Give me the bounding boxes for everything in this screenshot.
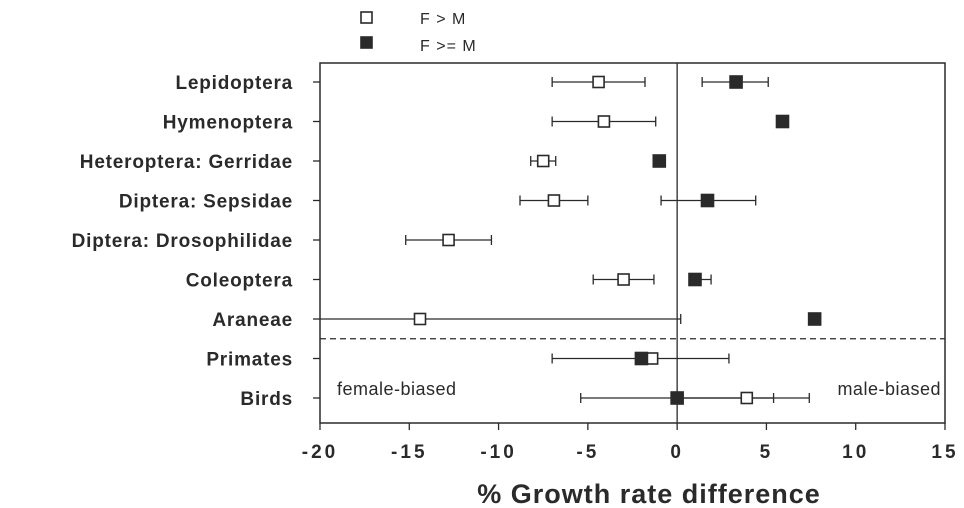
x-ticks (319, 423, 946, 430)
x-tick-label: -5 (576, 442, 599, 463)
point-marker-filled (775, 114, 790, 129)
point-marker-filled (729, 75, 743, 89)
annotation-male-biased: male-biased (837, 379, 941, 399)
legend: F > M F >= M (360, 11, 477, 55)
category-label: Araneae (212, 310, 293, 331)
category-label: Hymenoptera (163, 113, 293, 134)
point-marker-open (645, 352, 659, 365)
markers (413, 75, 822, 405)
plot-frame (319, 62, 946, 424)
point-marker-open (547, 194, 561, 207)
legend-label-open: F > M (420, 11, 466, 28)
legend-marker-filled-square (360, 36, 373, 49)
category-label: Diptera: Sepsidae (119, 192, 293, 213)
point-marker-filled (688, 272, 702, 287)
point-marker-open (442, 233, 455, 247)
x-tick-label: 5 (760, 442, 774, 463)
point-marker-filled (670, 391, 684, 405)
category-label: Lepidoptera (175, 73, 293, 94)
category-label: Primates (206, 350, 293, 371)
point-marker-open (413, 312, 427, 326)
point-marker-filled (700, 193, 715, 208)
point-marker-filled (807, 312, 822, 326)
x-tick-labels: -20 -15 -10 -5 0 5 10 15 (302, 442, 958, 463)
x-tick-label: 0 (670, 442, 684, 463)
x-tick-label: -10 (480, 442, 516, 463)
y-ticks (313, 81, 320, 399)
x-axis-label: % Growth rate difference (477, 479, 821, 508)
category-labels: Lepidoptera Hymenoptera Heteroptera: Gerri… (72, 73, 293, 410)
point-marker-open (592, 75, 605, 89)
point-marker-filled (634, 351, 649, 366)
legend-label-filled: F >= M (420, 38, 477, 55)
category-label: Diptera: Drosophilidae (72, 231, 293, 252)
category-label: Birds (240, 389, 293, 410)
annotation-female-biased: female-biased (337, 379, 457, 399)
point-marker-open (536, 154, 550, 168)
x-tick-label: 15 (931, 442, 958, 463)
category-label: Heteroptera: Gerridae (80, 152, 293, 173)
point-marker-open (617, 273, 630, 286)
x-tick-label: -15 (391, 442, 427, 463)
legend-marker-open-square (360, 11, 373, 24)
x-tick-label: -20 (302, 442, 338, 463)
category-label: Coleoptera (186, 271, 293, 292)
point-marker-open (597, 115, 611, 128)
point-marker-filled (652, 154, 667, 168)
point-marker-open (740, 391, 754, 405)
x-tick-label: 10 (842, 442, 869, 463)
error-bars (320, 77, 810, 403)
